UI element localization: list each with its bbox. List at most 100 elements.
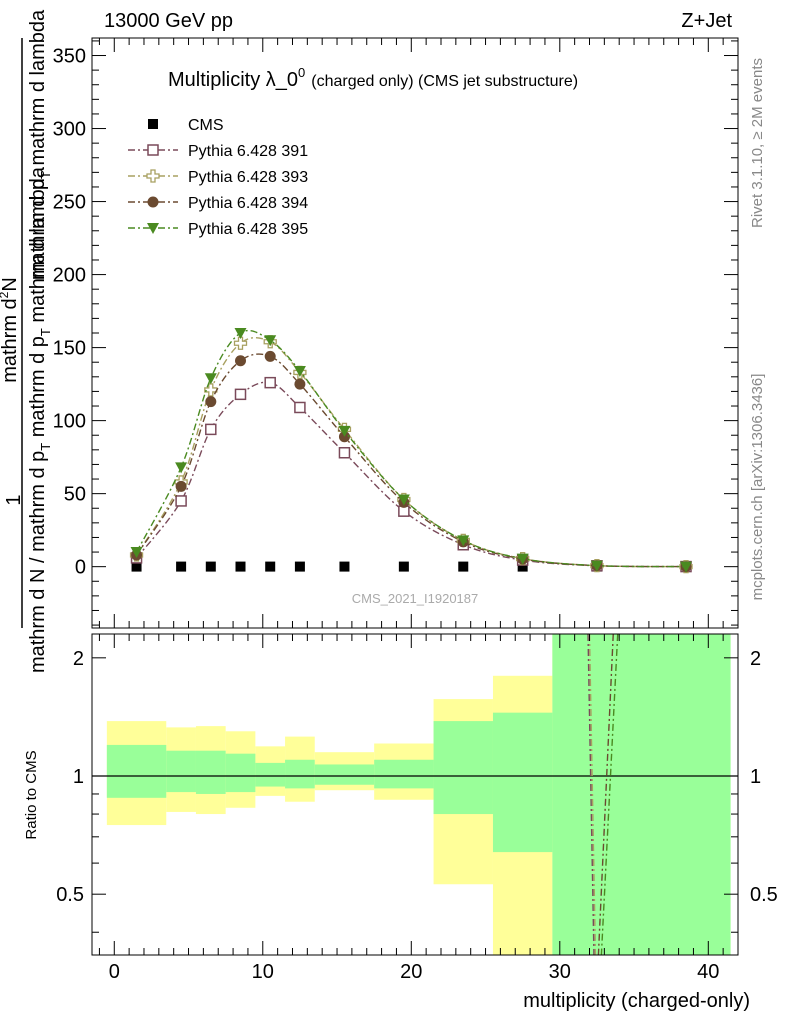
data-point-p394: [205, 396, 217, 408]
uncertainty-band-stat: [106, 744, 167, 798]
ylabel-numerator: mathrm d2N: [0, 277, 21, 383]
legend-label-p395: Pythia 6.428 395: [188, 221, 308, 238]
data-point-p393: [233, 336, 248, 350]
legend-label-p393: Pythia 6.428 393: [188, 169, 308, 186]
uncertainty-band-stat: [552, 634, 731, 955]
series-p394: [131, 350, 692, 573]
uncertainty-band-stat: [166, 750, 196, 793]
main-panel: 0 50 100 150 200 250 300 350: [53, 37, 739, 629]
ylabel-one: 1: [3, 494, 25, 505]
data-point-p395: [338, 425, 351, 437]
legend-marker-cms: [148, 119, 158, 129]
data-point-cms: [458, 561, 469, 572]
legend-marker-p393: [146, 169, 160, 183]
series-line-p394: [135, 353, 687, 568]
data-point-p391: [175, 495, 187, 507]
legend-label-cms: CMS: [188, 117, 224, 134]
x-tick-label: 20: [400, 961, 422, 983]
data-point-p394: [235, 355, 247, 367]
data-point-p395: [457, 535, 470, 547]
ratio-y-tick-label-left: 0.5: [56, 884, 84, 906]
data-point-p394: [264, 350, 276, 362]
ratio-ylabel: Ratio to CMS: [23, 750, 40, 839]
uncertainty-band-stat: [285, 759, 315, 789]
header-right: Z+Jet: [681, 10, 732, 32]
y-tick-label: 250: [53, 192, 86, 214]
x-tick-label: 10: [252, 961, 274, 983]
data-point-cms: [176, 561, 187, 572]
data-point-cms: [265, 561, 276, 572]
ratio-y-tick-label-left: 2: [73, 648, 84, 670]
uncertainty-band-stat: [492, 712, 553, 853]
y-tick-label: 0: [75, 557, 86, 579]
ratio-y-tick-label-right: 1: [750, 766, 761, 788]
data-point-p395: [293, 365, 306, 377]
legend-label-p391: Pythia 6.428 391: [188, 143, 308, 160]
data-point-p394: [175, 480, 187, 492]
legend-marker-p391: [147, 144, 159, 156]
data-point-cms: [131, 561, 142, 572]
data-point-p393: [204, 383, 218, 397]
data-point-p395: [130, 547, 143, 559]
data-point-p395: [590, 560, 603, 572]
y-tick-label: 100: [53, 411, 86, 433]
header-left: 13000 GeV pp: [104, 10, 233, 32]
rivet-label: Rivet 3.1.10, ≥ 2M events: [749, 58, 766, 228]
legend-marker-p395: [147, 223, 159, 234]
ratio-y-tick-label-right: 2: [750, 648, 761, 670]
legend-label-p394: Pythia 6.428 394: [188, 195, 308, 212]
ratio-line-p394: [597, 633, 614, 956]
uncertainty-band-stat: [225, 753, 256, 793]
data-point-p391: [338, 447, 351, 459]
data-point-cms: [205, 561, 216, 572]
uncertainty-band-stat: [255, 762, 286, 787]
series-line-p395: [135, 329, 687, 568]
uncertainty-band-stat: [314, 764, 375, 785]
data-point-p395: [680, 561, 693, 573]
data-point-p395: [204, 373, 217, 385]
series-p391: [130, 376, 692, 573]
uncertainty-band-stat: [195, 750, 226, 794]
ratio-y-tick-label-right: 0.5: [750, 884, 778, 906]
ratio-line-p391: [587, 633, 595, 956]
y-tick-label: 200: [53, 265, 86, 287]
y-tick-label: 300: [53, 119, 86, 141]
data-point-p395: [175, 462, 188, 474]
series-line-p393: [135, 336, 687, 568]
uncertainty-band-stat: [433, 721, 493, 815]
x-axis-label: multiplicity (charged-only): [523, 990, 750, 1012]
legend-marker-p394: [147, 196, 159, 208]
y-tick-label: 50: [64, 484, 86, 506]
ratio-line-p393: [588, 633, 597, 956]
data-point-p391: [294, 401, 306, 414]
data-point-p395: [264, 335, 277, 347]
data-point-p395: [397, 494, 410, 506]
data-point-cms: [339, 561, 350, 572]
data-point-p394: [294, 378, 306, 390]
analysis-watermark: CMS_2021_I1920187: [352, 591, 479, 606]
ratio-frame: [91, 633, 739, 956]
series-line-p391: [136, 381, 687, 568]
ylabel-denominator: mathrm d pT mathrm d lambda: [27, 9, 53, 280]
main-ylabel: 1 mathrm d2N mathrm d pT mathrm d lambda…: [0, 9, 53, 673]
ratio-line-p395: [600, 633, 619, 956]
uncertainty-band-stat: [374, 759, 434, 789]
legend: CMS Pythia 6.428 391 Pythia 6.428 393 Pythi…: [128, 117, 308, 238]
data-point-p391: [234, 388, 247, 401]
data-point-cms: [517, 561, 528, 572]
data-point-p395: [234, 328, 247, 339]
x-tick-label: 40: [697, 961, 719, 983]
data-point-p391: [205, 423, 217, 436]
y-tick-label: 150: [53, 338, 86, 360]
x-tick-label: 30: [549, 961, 571, 983]
data-point-p395: [516, 553, 529, 565]
data-point-cms: [235, 561, 246, 572]
x-tick-label: 0: [109, 961, 120, 983]
mcplots-label: mcplots.cern.ch [arXiv:1306.3436]: [749, 374, 766, 601]
ratio-y-tick-label-left: 1: [73, 766, 84, 788]
chart-title: Multiplicity λ_00(charged only) (CMS jet…: [168, 65, 578, 91]
data-point-cms: [398, 561, 409, 572]
series-p395: [130, 328, 693, 573]
